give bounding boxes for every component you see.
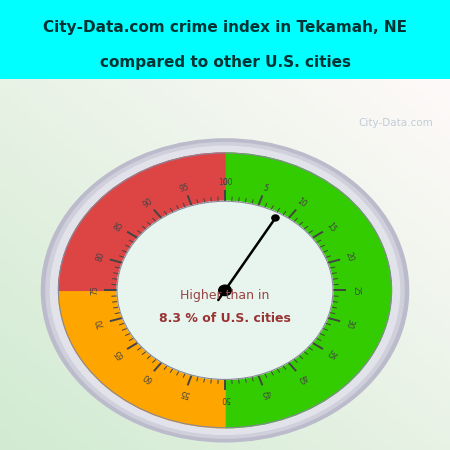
- Circle shape: [117, 201, 333, 379]
- Text: 50: 50: [220, 393, 230, 403]
- Text: 85: 85: [113, 220, 126, 234]
- Text: 5: 5: [261, 183, 269, 193]
- Wedge shape: [58, 290, 225, 428]
- Text: 10: 10: [295, 197, 308, 210]
- Text: 25: 25: [351, 286, 360, 295]
- Circle shape: [41, 139, 409, 442]
- Text: 35: 35: [324, 347, 337, 360]
- Circle shape: [50, 146, 400, 434]
- Text: 80: 80: [95, 251, 107, 263]
- Text: 20: 20: [343, 251, 355, 263]
- Circle shape: [219, 285, 231, 296]
- Text: 40: 40: [295, 371, 308, 384]
- Text: 75: 75: [90, 285, 99, 295]
- Text: City-Data.com crime index in Tekamah, NE: City-Data.com crime index in Tekamah, NE: [43, 20, 407, 35]
- Text: 15: 15: [324, 220, 337, 234]
- Text: 8.3 % of U.S. cities: 8.3 % of U.S. cities: [159, 312, 291, 325]
- Text: 55: 55: [179, 387, 191, 399]
- Text: 95: 95: [179, 182, 191, 194]
- Circle shape: [46, 143, 404, 438]
- Text: 45: 45: [259, 387, 271, 399]
- Text: 0: 0: [223, 178, 227, 187]
- Text: 30: 30: [343, 318, 355, 330]
- Wedge shape: [58, 153, 225, 290]
- Text: 90: 90: [142, 197, 155, 210]
- Text: 60: 60: [142, 371, 155, 384]
- Text: Higher than in: Higher than in: [180, 289, 270, 302]
- Circle shape: [272, 215, 279, 221]
- Text: 100: 100: [218, 178, 232, 187]
- Text: 70: 70: [95, 318, 107, 330]
- Text: 65: 65: [113, 347, 126, 360]
- Wedge shape: [225, 153, 392, 427]
- Text: compared to other U.S. cities: compared to other U.S. cities: [99, 55, 351, 71]
- Text: City-Data.com: City-Data.com: [359, 118, 433, 128]
